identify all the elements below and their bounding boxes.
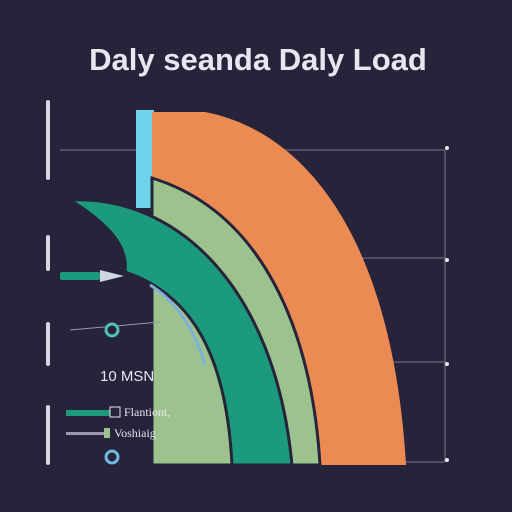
- teal-band: [65, 198, 294, 467]
- dot: [445, 146, 449, 150]
- grid-dots: [445, 146, 449, 462]
- dot: [445, 458, 449, 462]
- marker: [104, 449, 120, 465]
- arrow: [60, 270, 124, 282]
- dot: [445, 258, 449, 262]
- arrow-body: [60, 272, 100, 280]
- legend-swatch: [66, 432, 110, 435]
- marker: [104, 322, 120, 338]
- dot: [445, 362, 449, 366]
- tick-glyph: [46, 322, 50, 366]
- legend-label: Flantiont,: [124, 405, 170, 419]
- legend: Flantiont, Voshiaig: [66, 405, 170, 440]
- cyan-strip: [136, 110, 154, 208]
- annotation: 10 MSN: [100, 368, 154, 385]
- blue-curve: [149, 283, 207, 366]
- arrow-head: [100, 270, 124, 282]
- tick-glyph: [46, 405, 50, 465]
- legend-label: Voshiaig: [114, 426, 156, 440]
- legend-swatch: [66, 410, 110, 416]
- tick-glyph: [46, 235, 50, 271]
- legend-box: [104, 428, 110, 438]
- tick-glyph: [46, 100, 50, 180]
- axis-ticks: [46, 100, 50, 465]
- title: Daly seanda Daly Load: [89, 42, 427, 77]
- legend-box: [109, 406, 121, 418]
